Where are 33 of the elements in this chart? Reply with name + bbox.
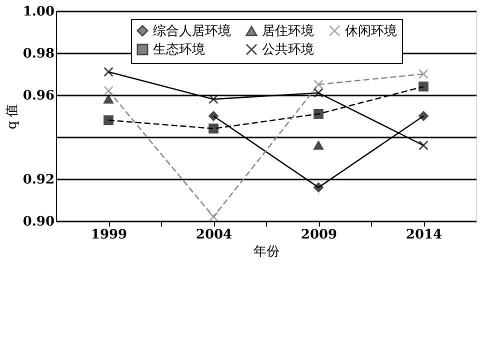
point [314, 88, 324, 98]
legend-label: 公共环境 [262, 42, 314, 58]
point [314, 108, 324, 119]
point [314, 182, 324, 192]
point [208, 111, 218, 121]
legend-label: 休闲环境 [345, 22, 397, 39]
point [208, 94, 218, 104]
point [314, 141, 324, 150]
x-tick-label: 2014 [406, 228, 442, 242]
legend-label: 生态环境 [153, 42, 205, 58]
y-tick-label: 0.92 [22, 172, 54, 188]
point [208, 124, 218, 134]
point [418, 111, 428, 121]
point [418, 82, 428, 92]
point [418, 69, 428, 79]
y-tick-label: 1.00 [22, 4, 54, 20]
point [104, 66, 114, 77]
y-tick-label: 0.96 [22, 88, 54, 104]
x-tick-label: 2009 [300, 228, 338, 242]
legend-label: 居住环境 [262, 23, 314, 40]
point [104, 115, 114, 126]
y-tick-label: 0.90 [22, 214, 54, 230]
point [418, 140, 428, 150]
point [208, 212, 218, 222]
point [104, 86, 114, 96]
x-axis-title: 年份 [254, 244, 280, 260]
point [314, 80, 324, 90]
y-tick-label: 0.98 [22, 46, 54, 62]
y-axis-title: q 值 [4, 104, 20, 130]
point [104, 94, 114, 104]
x-tick-label: 2004 [196, 228, 232, 242]
legend-label: 综合人居环境 [153, 22, 231, 39]
x-tick-label: 1999 [90, 228, 128, 242]
